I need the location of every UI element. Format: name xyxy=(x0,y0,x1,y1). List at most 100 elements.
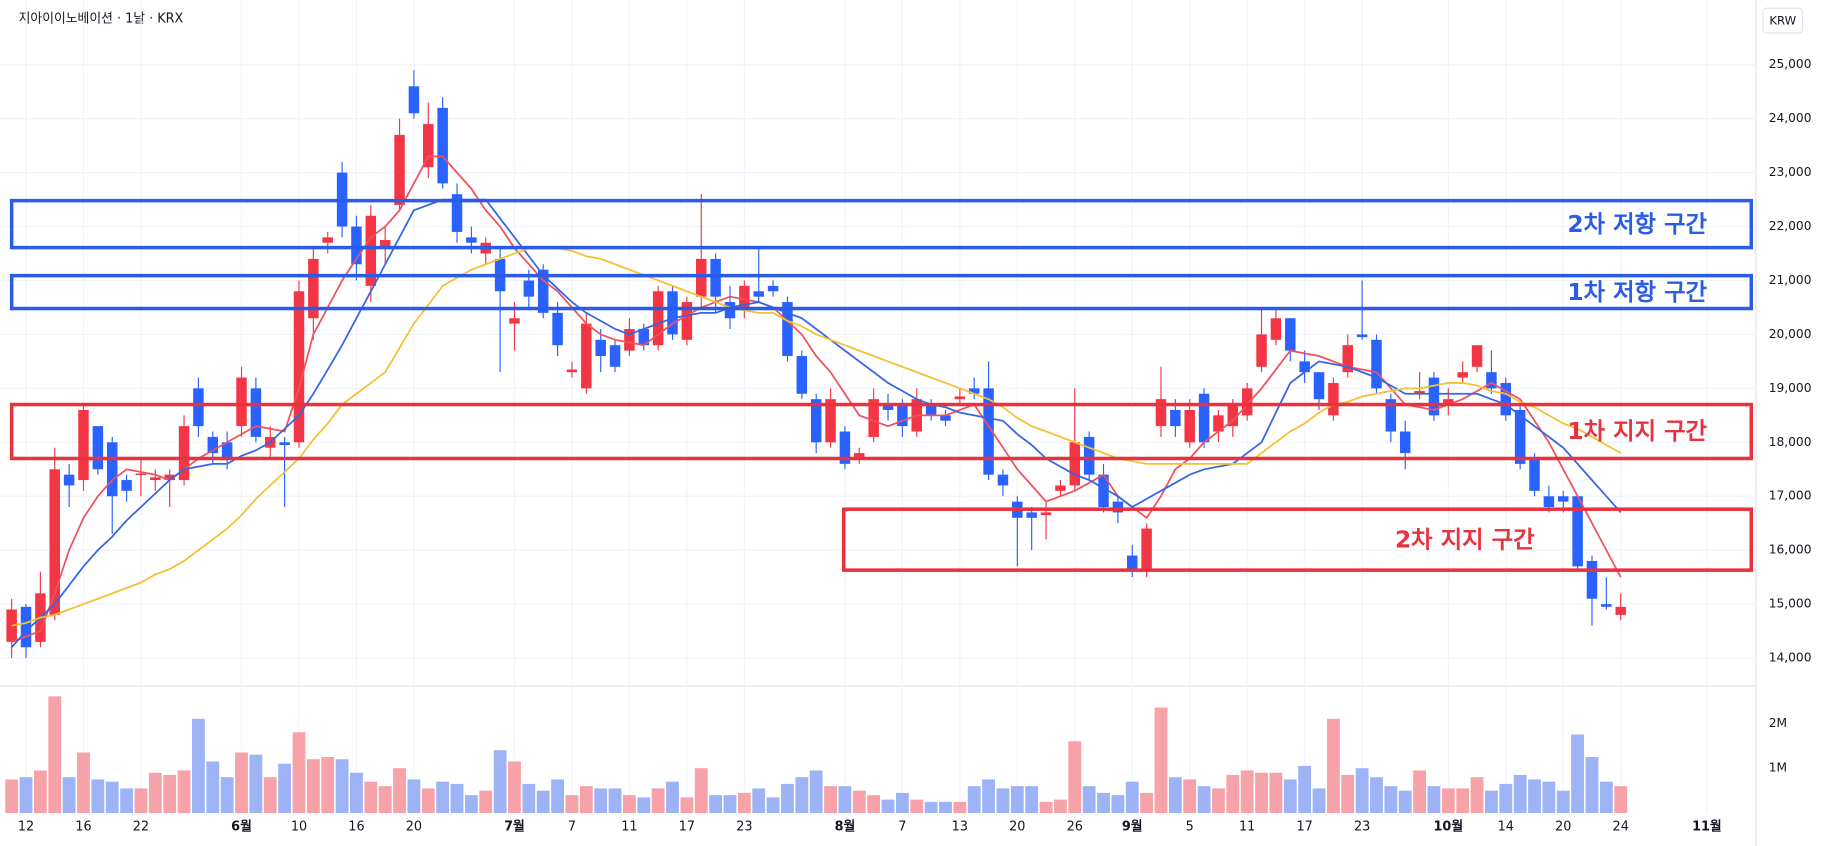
volume-bar xyxy=(493,750,507,814)
volume-bar xyxy=(1456,788,1470,814)
candle-body xyxy=(135,473,147,475)
volume-bar xyxy=(1154,707,1168,814)
candle-body xyxy=(1328,382,1339,416)
volume-bar xyxy=(1283,779,1297,814)
candle-body xyxy=(1601,604,1612,607)
volume-bar xyxy=(1398,790,1412,814)
volume-bar xyxy=(1585,756,1599,814)
x-tick-label: 20 xyxy=(1009,820,1025,835)
volume-bar xyxy=(235,752,248,814)
candle-body xyxy=(1443,399,1454,405)
candle-body xyxy=(667,291,678,335)
candle-body xyxy=(1428,377,1440,416)
x-tick-label: 20 xyxy=(1555,820,1571,835)
candle-body xyxy=(1572,496,1583,567)
grid xyxy=(0,0,1756,814)
zone xyxy=(9,402,1754,461)
x-tick-label: 17 xyxy=(1296,820,1312,835)
volume-bar xyxy=(479,790,493,814)
volume-bar xyxy=(306,759,320,814)
x-tick-label: 5 xyxy=(1186,820,1194,835)
volume-bar xyxy=(1599,781,1613,814)
candle-body xyxy=(1385,399,1397,432)
candle-body xyxy=(940,415,951,421)
x-tick-label: 23 xyxy=(736,820,752,835)
x-tick-label: 11월 xyxy=(1692,819,1722,835)
candle-body xyxy=(1098,474,1109,508)
volume-bar xyxy=(694,768,708,814)
candle-body xyxy=(1083,436,1095,475)
candle-body xyxy=(997,474,1009,486)
volume-bar xyxy=(910,799,924,814)
candle-body xyxy=(1055,485,1066,491)
volume-bar xyxy=(737,792,751,814)
volume-bar xyxy=(1427,786,1441,814)
volume-bar xyxy=(1355,768,1369,814)
candle-body xyxy=(1586,560,1598,599)
volume-bar xyxy=(1269,772,1283,814)
candle-body xyxy=(696,258,707,297)
volume-bar xyxy=(881,799,895,814)
candle-body xyxy=(63,474,75,486)
volume-bar xyxy=(249,754,263,814)
candle-body xyxy=(150,477,161,481)
candle-body xyxy=(1227,404,1239,427)
candle-body xyxy=(106,442,118,497)
zone-label: 1차 저항 구간 xyxy=(1567,278,1707,306)
y-tick-label: 25,000 xyxy=(1769,57,1812,71)
candle-body xyxy=(810,399,822,443)
volume-bar xyxy=(350,772,363,814)
candle-body xyxy=(365,215,377,286)
volume-bar xyxy=(1326,718,1340,814)
volume-bar xyxy=(91,779,105,814)
volume-bar xyxy=(1082,786,1096,814)
volume-bar xyxy=(1341,774,1355,814)
x-tick-label: 12 xyxy=(18,820,34,835)
moving-average xyxy=(10,198,1622,648)
candle-body xyxy=(1141,528,1152,572)
volume-bar xyxy=(19,777,33,814)
zone-label: 2차 저항 구간 xyxy=(1567,210,1707,238)
candle-body xyxy=(408,86,420,114)
candle-body xyxy=(595,339,606,356)
candle-body xyxy=(236,377,247,427)
volume-bar xyxy=(464,795,478,814)
candle-body xyxy=(1170,409,1181,427)
candle-body xyxy=(1529,458,1540,491)
x-tick-label: 7 xyxy=(898,820,906,835)
candle-body xyxy=(1414,391,1425,394)
currency-label: KRW xyxy=(1769,14,1796,28)
candle-body xyxy=(1270,318,1282,340)
x-tick-label: 13 xyxy=(952,820,968,835)
candle-body xyxy=(1313,372,1325,400)
candle-body xyxy=(1500,382,1512,416)
y-tick-label: 23,000 xyxy=(1769,165,1812,179)
candle-body xyxy=(782,302,793,356)
candle-body xyxy=(1356,334,1368,338)
volume-bar xyxy=(723,795,737,814)
candle-body xyxy=(854,453,865,459)
x-tick-label: 7월 xyxy=(504,819,525,835)
candle-body xyxy=(925,404,937,416)
volume-bar xyxy=(378,786,392,814)
candle-body xyxy=(767,285,779,292)
x-tick-label: 22 xyxy=(133,820,149,835)
volume-bar xyxy=(1068,741,1082,814)
candle-body xyxy=(351,226,362,265)
volume-bar xyxy=(450,783,464,814)
volume-bar xyxy=(1413,770,1426,814)
volume-bar xyxy=(1614,786,1628,814)
volume-bar xyxy=(809,770,823,814)
chart-title: 지아이이노베이션 · 1날 · KRX xyxy=(19,11,184,26)
volume-bar xyxy=(939,801,952,814)
candle-body xyxy=(1241,388,1253,416)
volume-bar xyxy=(1197,786,1211,814)
candle-body xyxy=(78,409,89,481)
moving-average xyxy=(11,247,1622,627)
volume-bar xyxy=(1010,786,1024,814)
volume-bar xyxy=(551,779,564,814)
volume-bar xyxy=(1025,786,1039,814)
x-tick-label: 20 xyxy=(406,820,422,835)
volume-tick-label: 2M xyxy=(1769,716,1787,730)
volume-bar xyxy=(637,797,651,814)
